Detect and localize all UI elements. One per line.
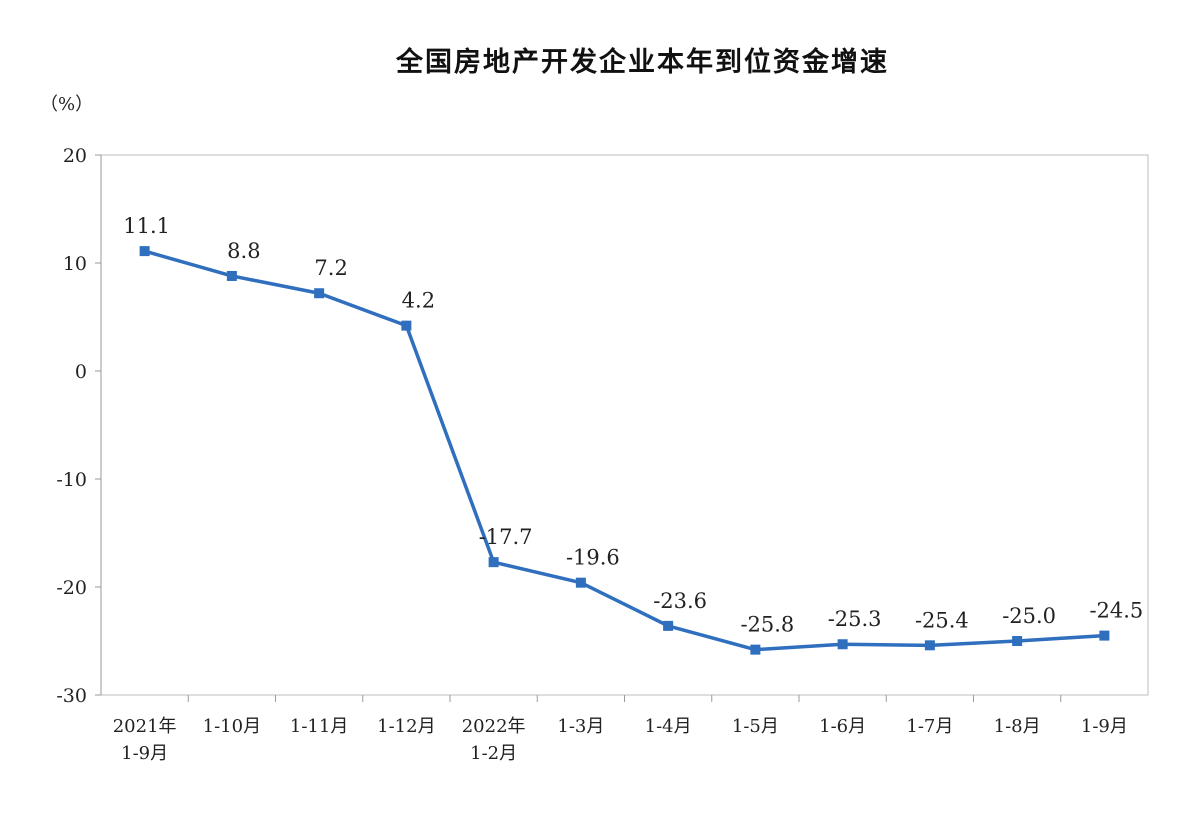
data-label: -25.0 bbox=[1002, 604, 1056, 628]
data-point-marker bbox=[139, 246, 150, 257]
x-tick-label: 1-7月 bbox=[906, 716, 953, 737]
data-point-marker bbox=[314, 288, 325, 299]
x-tick-label: 1-9月 bbox=[1081, 716, 1128, 737]
data-label: 11.1 bbox=[123, 214, 170, 238]
data-point-marker bbox=[837, 639, 848, 650]
data-label: -17.7 bbox=[479, 525, 533, 549]
y-tick-label: -20 bbox=[56, 577, 87, 599]
data-label: 8.8 bbox=[227, 239, 260, 263]
x-tick-label: 1-12月 bbox=[377, 716, 435, 737]
x-tick-label: 2022年 bbox=[462, 716, 526, 737]
x-tick-label: 1-2月 bbox=[470, 743, 517, 764]
data-label: 7.2 bbox=[314, 256, 347, 280]
data-point-marker bbox=[488, 557, 499, 568]
y-tick-label: 20 bbox=[63, 145, 87, 167]
y-tick-label: -30 bbox=[56, 685, 87, 707]
x-tick-label: 1-4月 bbox=[645, 716, 692, 737]
data-label: 4.2 bbox=[402, 289, 435, 313]
x-tick-label: 1-10月 bbox=[203, 716, 261, 737]
y-axis-unit-label: （%） bbox=[40, 94, 94, 115]
series-line bbox=[144, 249, 1105, 652]
x-tick-label: 1-11月 bbox=[290, 716, 348, 737]
data-point-marker bbox=[575, 577, 586, 588]
data-label: -25.8 bbox=[740, 613, 794, 637]
x-tick-label: 1-6月 bbox=[819, 716, 866, 737]
data-point-marker bbox=[663, 620, 674, 631]
x-tick-label: 1-8月 bbox=[994, 716, 1041, 737]
data-point-marker bbox=[924, 640, 935, 651]
data-point-marker bbox=[226, 270, 237, 281]
data-label: -24.5 bbox=[1089, 599, 1143, 623]
data-label: -25.4 bbox=[915, 608, 969, 632]
data-label: -25.3 bbox=[828, 607, 882, 631]
data-label: -23.6 bbox=[653, 589, 707, 613]
data-point-marker bbox=[401, 320, 412, 331]
y-tick-label: 0 bbox=[75, 361, 87, 383]
x-tick-label: 1-3月 bbox=[557, 716, 604, 737]
data-point-marker bbox=[1012, 636, 1023, 646]
chart-title: 全国房地产开发企业本年到位资金增速 bbox=[396, 47, 889, 78]
y-tick-label: 10 bbox=[63, 253, 87, 275]
plot-frame bbox=[100, 154, 1149, 696]
x-tick-label: 2021年 bbox=[113, 716, 177, 737]
data-point-marker bbox=[1099, 630, 1110, 641]
x-tick-label: 1-9月 bbox=[121, 743, 168, 764]
data-label: -19.6 bbox=[566, 546, 620, 570]
y-tick-label: -10 bbox=[56, 469, 87, 491]
data-point-marker bbox=[750, 644, 761, 655]
x-tick-label: 1-5月 bbox=[732, 716, 779, 737]
